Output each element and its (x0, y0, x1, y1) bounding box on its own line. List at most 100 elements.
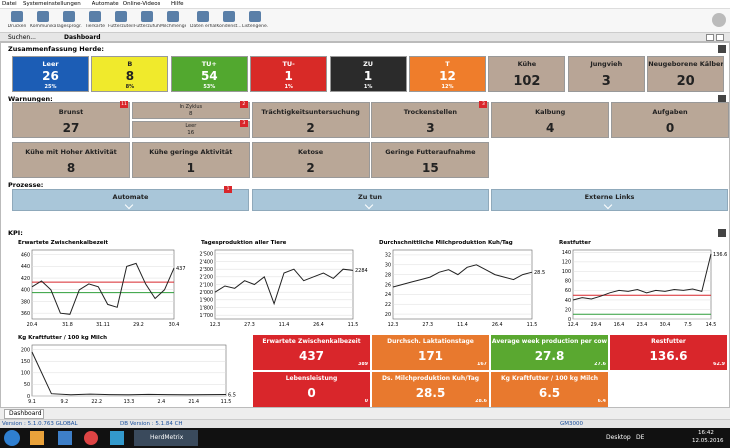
kpi-tile[interactable]: Restfutter 136.6 62.9 (610, 335, 727, 370)
menu-bar (0, 0, 730, 9)
warning-tile[interactable]: Ketose 2 (251, 142, 370, 178)
badge: 11 (120, 101, 128, 108)
tile-value: 16 (187, 130, 195, 136)
search-box[interactable]: Suchen... (8, 34, 36, 41)
kpi-tile[interactable]: Average week production per cow 27.8 27.6 (491, 335, 608, 370)
warning-tile[interactable]: Aufgaben 0 (611, 102, 729, 138)
menu-item[interactable]: Hilfe (171, 1, 184, 7)
end-value-label: 437 (176, 266, 186, 272)
kpi-tile[interactable]: Durchsch. Laktationstage 171 167 (372, 335, 489, 370)
tile-label: Durchsch. Laktationstage (387, 338, 474, 345)
warning-tile[interactable]: Geringe Futteraufnahme 15 (371, 142, 490, 178)
kpi-tile[interactable]: Kg Kraftfutter / 100 kg Milch 6.5 6.4 (491, 372, 608, 407)
warning-tile[interactable]: Kühe geringe Aktivität 1 (131, 142, 250, 178)
warning-subtile[interactable]: Leer 16 (131, 121, 250, 138)
menu-item[interactable]: Automate (91, 1, 119, 7)
tile-value: 54 (200, 69, 218, 83)
tile-label: TU- (282, 60, 295, 68)
y-tick-label: 120 (562, 260, 571, 266)
taskbar-app[interactable]: HerdMetrix (134, 430, 198, 446)
toolbar-icon[interactable] (197, 11, 209, 22)
tile-label: Neugeborene Kälber (648, 60, 724, 68)
kpi-chart: Erwartete Zwischenkalbezeit 360 380 400 420 4… (18, 240, 186, 328)
toolbar-icon[interactable] (223, 11, 235, 22)
process-tile[interactable]: Zu tun (251, 189, 489, 211)
warning-tile[interactable]: Trächtigkeitsuntersuchung 2 (251, 102, 370, 138)
herd-tile[interactable]: Neugeborene Kälber 20 (647, 56, 725, 92)
x-tick-label: 9.2 (61, 399, 69, 405)
tile-label: Externe Links (584, 193, 635, 201)
tile-value: 437 (298, 349, 325, 363)
y-tick-label: 1'900 (199, 298, 213, 304)
y-tick-label: 2'100 (199, 282, 213, 288)
tile-value: 3 (601, 74, 611, 89)
kpi-tile[interactable]: Erwartete Zwischenkalbezeit 437 389 (253, 335, 370, 370)
toolbar-icon[interactable] (37, 11, 49, 22)
tab[interactable]: Dashboard (4, 409, 44, 419)
kpi-tile[interactable]: Ds. Milchproduktion Kuh/Tag 28.5 28.6 (372, 372, 489, 407)
y-tick-label: 440 (21, 264, 30, 270)
toolbar-icon[interactable] (141, 11, 153, 22)
start-button[interactable] (4, 430, 20, 446)
herd-tile[interactable]: ZU 1 1% (329, 56, 407, 92)
taskbar-icon[interactable] (110, 431, 124, 445)
y-tick-label: 40 (565, 298, 571, 304)
toolbar-label: Kommunikation (30, 24, 56, 29)
y-tick-label: 380 (21, 299, 30, 305)
menu-item[interactable]: Datei (2, 1, 17, 7)
toolbar-icon[interactable] (115, 11, 127, 22)
close-button[interactable] (716, 34, 724, 41)
data-line (572, 253, 712, 301)
herd-tile[interactable]: TU+ 54 53% (170, 56, 248, 92)
warning-tile[interactable]: Brunst 27 (12, 102, 130, 138)
toolbar-icon[interactable] (89, 11, 101, 22)
settings-icon[interactable] (718, 45, 726, 53)
tile-label: Jungvieh (590, 60, 623, 68)
y-tick-label: 2'500 (199, 252, 213, 258)
herd-tile[interactable]: TU- 1 1% (250, 56, 328, 92)
menu-item[interactable]: Online-Videos (122, 1, 161, 7)
process-tile[interactable]: Automate (12, 189, 249, 211)
herd-tile[interactable]: Jungvieh 3 (567, 56, 645, 92)
taskbar-icon[interactable] (58, 431, 72, 445)
herd-tile[interactable]: Kühe 102 (488, 56, 566, 92)
chevron (603, 200, 613, 210)
tile-label: Brunst (58, 108, 84, 116)
x-tick-label: 26.4 (313, 322, 324, 328)
tile-label: Trächtigkeitsuntersuchung (261, 108, 360, 116)
help-button[interactable] (706, 34, 714, 41)
section-title: Zusammenfassung Herde: (8, 45, 105, 53)
y-tick-label: 2'000 (199, 290, 213, 296)
toolbar-icon[interactable] (63, 11, 75, 22)
herd-tile[interactable]: Leer 26 25% (12, 56, 89, 92)
warning-tile[interactable]: Kühe mit Hoher Aktivität 8 (12, 142, 130, 178)
tile-value: 2 (306, 161, 315, 175)
plot-area (572, 249, 712, 320)
data-line (392, 264, 533, 288)
taskbar-icon[interactable] (30, 431, 44, 445)
warning-subtile[interactable]: In Zyklus 8 (131, 102, 250, 119)
process-tile[interactable]: Externe Links (491, 189, 728, 211)
x-tick-label: 30.4 (169, 322, 180, 328)
warning-tile[interactable]: Kalbung 4 (491, 102, 610, 138)
settings-icon[interactable] (718, 229, 726, 237)
herd-tile[interactable]: T 12 12% (409, 56, 486, 92)
tile-label: Zu tun (358, 193, 382, 201)
warning-tile[interactable]: Trockenstellen 3 (371, 102, 490, 138)
herd-tile[interactable]: B 8 8% (91, 56, 169, 92)
toolbar-icon[interactable] (249, 11, 261, 22)
toolbar-icon[interactable] (11, 11, 23, 22)
settings-icon[interactable] (718, 95, 726, 103)
x-tick-label: 11.4 (457, 322, 468, 328)
section-title: KPI: (8, 229, 23, 237)
x-tick-label: 2.4 (158, 399, 166, 405)
taskbar-icon[interactable] (84, 431, 98, 445)
y-tick-label: 100 (562, 269, 571, 275)
kpi-tile[interactable]: Lebensleistung 0 0 (253, 372, 370, 407)
status-text: DB Version : 5.1.84 CH (120, 421, 183, 427)
menu-item[interactable]: Systemeinstellungen (23, 1, 81, 7)
toolbar-label: Drucken (7, 24, 27, 29)
tile-label: Kühe mit Hoher Aktivität (25, 148, 117, 156)
toolbar-icon[interactable] (167, 11, 179, 22)
